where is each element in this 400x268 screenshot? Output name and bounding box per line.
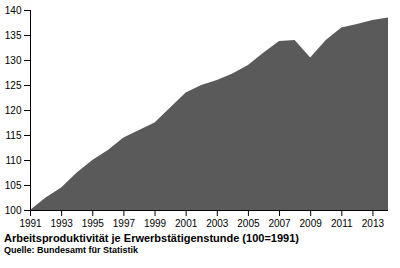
svg-text:2003: 2003 [206,218,229,229]
svg-text:1997: 1997 [113,218,136,229]
svg-text:120: 120 [5,105,22,116]
svg-text:100: 100 [5,205,22,216]
svg-text:110: 110 [6,155,22,166]
svg-text:1993: 1993 [51,218,74,229]
svg-text:2001: 2001 [175,218,198,229]
svg-text:1999: 1999 [144,218,167,229]
svg-text:1995: 1995 [82,218,105,229]
svg-text:130: 130 [5,55,22,66]
svg-text:115: 115 [6,130,22,141]
svg-text:2013: 2013 [362,218,385,229]
svg-text:125: 125 [5,80,22,91]
svg-text:2011: 2011 [331,218,353,229]
svg-text:105: 105 [5,180,22,191]
svg-text:1991: 1991 [19,218,42,229]
html-text:Arbeitsproduktivität je Erwerb: Arbeitsproduktivität je Erwerbstätigenst… [4,232,299,244]
html-text:Quelle: Bundesamt für Statisti: Quelle: Bundesamt für Statistik [4,245,138,255]
svg-text:2009: 2009 [300,218,323,229]
svg-text:2007: 2007 [268,218,291,229]
svg-text:2005: 2005 [237,218,260,229]
svg-text:140: 140 [5,5,22,16]
svg-text:135: 135 [5,30,22,41]
